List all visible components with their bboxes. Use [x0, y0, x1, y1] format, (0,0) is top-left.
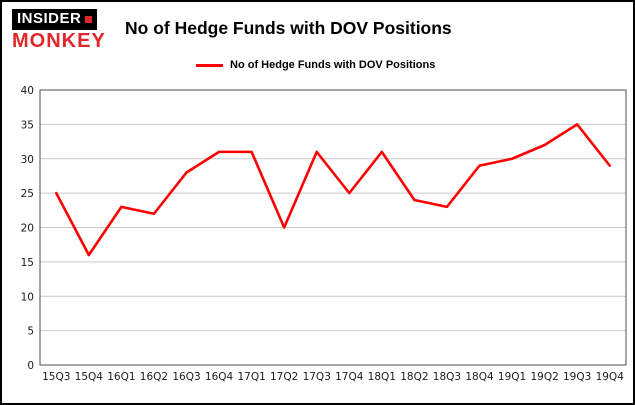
x-tick-label: 19Q4: [596, 371, 625, 383]
y-tick-label: 40: [21, 85, 34, 97]
y-tick-label: 30: [21, 154, 34, 166]
y-tick-label: 25: [21, 188, 34, 200]
insider-wordmark: INSIDER: [12, 9, 98, 30]
x-tick-label: 15Q3: [42, 371, 70, 383]
legend: No of Hedge Funds with DOV Positions: [196, 59, 435, 71]
x-tick-label: 18Q1: [368, 371, 396, 383]
x-tick-label: 17Q1: [237, 371, 265, 383]
x-tick-label: 18Q2: [400, 371, 428, 383]
x-tick-label: 16Q4: [205, 371, 234, 383]
series-line: [54, 123, 612, 257]
y-tick-label: 5: [27, 326, 34, 338]
x-tick-label: 17Q3: [303, 371, 331, 383]
plot-frame: [39, 89, 627, 366]
x-tick-label: 19Q3: [563, 371, 591, 383]
x-tick-label: 15Q4: [75, 371, 104, 383]
legend-label: No of Hedge Funds with DOV Positions: [230, 59, 436, 71]
x-tick-label: 17Q2: [270, 371, 298, 383]
y-tick-label: 10: [21, 291, 34, 303]
y-tick-label: 15: [21, 257, 34, 269]
x-tick-label: 18Q4: [465, 371, 494, 383]
y-tick-label: 0: [27, 360, 34, 372]
x-tick-label: 16Q3: [172, 371, 200, 383]
x-tick-label: 19Q2: [530, 371, 558, 383]
y-tick-label: 35: [21, 119, 34, 131]
x-tick-label: 16Q1: [107, 371, 135, 383]
insider-text: INSIDER: [17, 10, 82, 27]
legend-line-swatch: [196, 63, 223, 67]
x-tick-label: 16Q2: [140, 371, 168, 383]
logo-red-square-icon: [85, 15, 93, 23]
x-tick-label: 17Q4: [335, 371, 364, 383]
x-tick-label: 18Q3: [433, 371, 461, 383]
monkey-wordmark: MONKEY: [12, 29, 106, 52]
insider-monkey-logo: INSIDER MONKEY: [12, 9, 120, 52]
chart-title: No of Hedge Funds with DOV Positions: [125, 18, 452, 38]
y-tick-label: 20: [21, 223, 34, 235]
x-tick-label: 19Q1: [498, 371, 526, 383]
